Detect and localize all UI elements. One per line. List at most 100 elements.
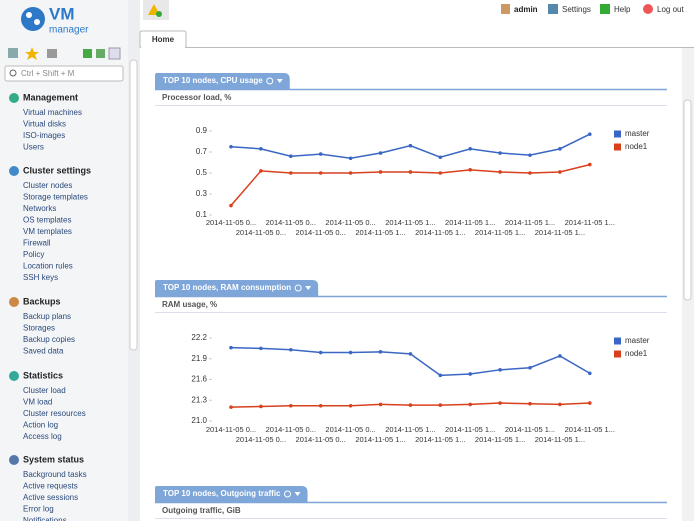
data-point: [438, 155, 443, 160]
data-point: [378, 151, 383, 155]
menu-item[interactable]: Virtual machines: [23, 108, 82, 117]
data-point: [378, 350, 383, 354]
panel-title: TOP 10 nodes, RAM consumption: [163, 283, 291, 292]
menu-item[interactable]: ISO-images: [23, 131, 65, 140]
logo-dot: [34, 19, 40, 25]
refresh-icon[interactable]: [284, 490, 291, 498]
refresh-icon[interactable]: [294, 284, 302, 292]
menu-item[interactable]: Active requests: [23, 482, 78, 491]
section-title[interactable]: Statistics: [23, 370, 63, 380]
x-tick-label: 2014-11-05 0...: [206, 218, 256, 227]
panel-title: TOP 10 nodes, CPU usage: [163, 76, 263, 85]
menu-item[interactable]: VM load: [23, 398, 52, 407]
logout-icon: [643, 4, 653, 14]
logout-link[interactable]: Log out: [657, 5, 684, 14]
y-tick-label: 0.5: [196, 168, 208, 177]
y-tick-label: 21.6: [191, 375, 207, 384]
data-point: [438, 373, 443, 378]
panel-tab: [155, 486, 308, 502]
x-tick-label: 2014-11-05 0...: [266, 425, 316, 434]
legend-swatch: [614, 130, 621, 138]
settings-icon: [548, 4, 558, 14]
menu-item[interactable]: Error log: [23, 505, 54, 514]
tool-icon[interactable]: [47, 49, 57, 58]
menu-item[interactable]: Active sessions: [23, 493, 78, 502]
data-point: [318, 350, 323, 355]
menu-item[interactable]: Backup plans: [23, 312, 71, 321]
menu-item[interactable]: Access log: [23, 432, 62, 441]
add-icon[interactable]: [83, 49, 92, 58]
menu-item[interactable]: Users: [23, 143, 44, 152]
tab-label[interactable]: Home: [152, 35, 175, 44]
data-point: [229, 203, 233, 208]
x-tick-label: 2014-11-05 1...: [565, 425, 615, 434]
search-box[interactable]: [4, 65, 124, 82]
menu-item[interactable]: SSH keys: [23, 273, 58, 282]
menu-item[interactable]: Firewall: [23, 239, 51, 248]
data-point: [408, 170, 413, 174]
data-point: [438, 403, 443, 407]
scroll-thumb[interactable]: [129, 59, 138, 351]
remove-icon[interactable]: [96, 49, 105, 58]
menu-item[interactable]: Storages: [23, 324, 55, 333]
menu-arrow[interactable]: [294, 492, 301, 496]
main-scroll-thumb[interactable]: [683, 99, 692, 301]
x-tick-label: 2014-11-05 0...: [325, 425, 375, 434]
x-tick-label: 2014-11-05 1...: [565, 218, 615, 227]
data-point: [498, 401, 502, 405]
menu-item[interactable]: Notifications: [23, 516, 67, 525]
series-line: [230, 346, 591, 377]
pin-icon[interactable]: [108, 47, 121, 60]
menu-arrow[interactable]: [276, 79, 283, 83]
tool-icon[interactable]: [8, 48, 18, 58]
menu-item[interactable]: Virtual disks: [23, 120, 66, 129]
menu-item[interactable]: Cluster load: [23, 386, 66, 395]
help-link[interactable]: Help: [614, 5, 631, 14]
data-point: [558, 354, 562, 358]
menu-item[interactable]: Backup copies: [23, 335, 75, 344]
fav-icon[interactable]: [25, 47, 39, 60]
menu-item[interactable]: Cluster resources: [23, 409, 86, 418]
settings-link[interactable]: Settings: [562, 5, 591, 14]
data-point: [378, 402, 383, 407]
menu-item[interactable]: Background tasks: [23, 470, 87, 479]
menu-item[interactable]: Location rules: [23, 262, 73, 271]
user-name[interactable]: admin: [514, 5, 538, 14]
data-point: [318, 403, 323, 408]
data-point: [528, 401, 532, 406]
menu-item[interactable]: Saved data: [23, 347, 64, 356]
refresh-icon[interactable]: [266, 77, 274, 85]
section-icon: [9, 93, 19, 103]
data-point: [348, 156, 353, 161]
data-point: [408, 143, 413, 148]
data-point: [558, 147, 562, 151]
logo-dot: [26, 12, 32, 18]
data-point: [498, 368, 502, 372]
menu-item[interactable]: Action log: [23, 421, 58, 430]
tab[interactable]: [139, 30, 187, 48]
data-point: [438, 171, 443, 175]
menu-item[interactable]: VM templates: [23, 227, 72, 236]
section-title[interactable]: System status: [23, 454, 84, 464]
data-point: [289, 171, 293, 175]
menu-arrow[interactable]: [305, 286, 312, 290]
data-point: [588, 132, 592, 136]
y-tick-label: 21.9: [191, 354, 207, 363]
menu-item[interactable]: Cluster nodes: [23, 181, 72, 190]
x-tick-label: 2014-11-05 1...: [475, 228, 525, 237]
x-tick-label: 2014-11-05 1...: [445, 218, 495, 227]
menu-item[interactable]: Networks: [23, 204, 56, 213]
section-title[interactable]: Backups: [23, 296, 61, 306]
menu-item[interactable]: Policy: [23, 250, 44, 259]
x-tick-label: 2014-11-05 1...: [535, 228, 585, 237]
menu-item[interactable]: Storage templates: [23, 193, 88, 202]
section-icon: [9, 166, 19, 176]
section-title[interactable]: Management: [23, 92, 78, 102]
panel-subtitle: Outgoing traffic, GiB: [162, 506, 241, 515]
section-title[interactable]: Cluster settings: [23, 165, 91, 175]
logo-icon: [21, 7, 45, 31]
x-tick-label: 2014-11-05 1...: [355, 435, 405, 444]
data-point: [588, 401, 592, 405]
menu-item[interactable]: OS templates: [23, 216, 71, 225]
data-point: [259, 147, 263, 151]
